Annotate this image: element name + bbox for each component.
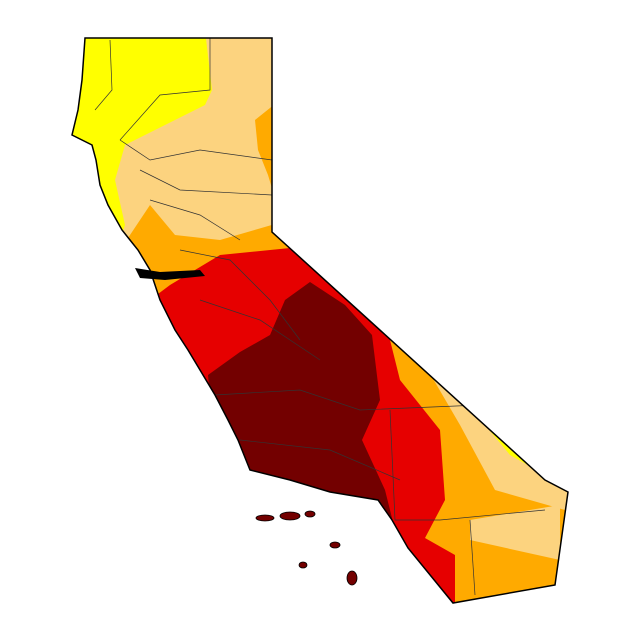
- county-line: [119, 139, 273, 161]
- island: [329, 541, 341, 549]
- island: [298, 561, 308, 569]
- county-line: [214, 389, 481, 411]
- d1-area-south: [470, 505, 560, 560]
- island: [255, 514, 275, 522]
- county-line: [389, 409, 546, 521]
- bay: [135, 268, 205, 280]
- island: [346, 570, 358, 586]
- county-line: [469, 519, 476, 596]
- state-outline: [71, 37, 569, 604]
- county-line: [149, 199, 241, 241]
- county-lines: [94, 38, 546, 596]
- island: [304, 510, 316, 518]
- county-line: [94, 39, 113, 111]
- island: [279, 511, 301, 521]
- county-line: [199, 299, 321, 361]
- county-line: [119, 38, 211, 141]
- islands: [255, 510, 358, 586]
- county-line: [179, 249, 301, 341]
- county-line: [239, 439, 401, 481]
- county-line: [139, 169, 273, 196]
